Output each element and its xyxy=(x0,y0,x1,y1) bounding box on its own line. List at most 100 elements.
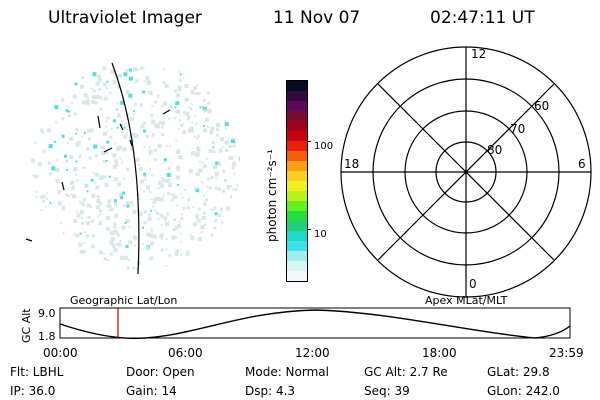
uv-speckle xyxy=(182,111,186,115)
uv-speckle xyxy=(83,131,86,134)
uv-speckle xyxy=(114,142,117,145)
uv-speckle xyxy=(142,67,145,70)
uv-speckle xyxy=(189,233,192,236)
uv-speckle xyxy=(206,109,210,113)
uv-speckle xyxy=(142,90,146,94)
uv-speckle xyxy=(95,205,100,210)
uv-speckle xyxy=(132,266,135,270)
uv-speckle xyxy=(197,207,201,211)
uv-speckle xyxy=(117,182,121,187)
uv-speckle xyxy=(196,136,199,139)
uv-speckle xyxy=(202,109,206,113)
uv-speckle xyxy=(171,193,175,197)
uv-speckle xyxy=(122,147,127,152)
geographic-image-panel xyxy=(25,62,240,275)
uv-speckle xyxy=(185,251,190,256)
uv-speckle xyxy=(135,157,140,162)
uv-speckle xyxy=(122,204,126,208)
uv-speckle xyxy=(89,128,94,133)
uv-speckle xyxy=(98,87,102,91)
door-status: Door: Open xyxy=(126,365,195,379)
apex-mlat-mlt-title: Apex MLat/MLT xyxy=(425,294,508,307)
uv-speckle xyxy=(161,177,165,181)
uv-speckle xyxy=(134,102,138,106)
uv-speckle xyxy=(133,235,138,240)
uv-speckle xyxy=(95,81,100,86)
uv-speckle xyxy=(81,76,85,80)
uv-speckle xyxy=(128,76,133,81)
uv-speckle xyxy=(160,238,163,241)
uv-speckle xyxy=(210,126,215,131)
uv-speckle xyxy=(193,86,198,91)
colorbar-segment xyxy=(287,261,307,271)
x-tick-0600: 06:00 xyxy=(168,346,203,360)
uv-speckle xyxy=(224,127,227,130)
uv-speckle xyxy=(92,89,96,93)
uv-speckle xyxy=(177,184,180,186)
uv-speckle xyxy=(146,248,149,251)
uv-speckle xyxy=(129,68,132,72)
uv-speckle xyxy=(142,242,145,245)
colorbar xyxy=(286,80,308,282)
uv-speckle xyxy=(213,226,217,230)
uv-speckle xyxy=(76,141,81,145)
uv-speckle xyxy=(195,188,200,193)
uv-speckle xyxy=(75,132,78,135)
uv-speckle xyxy=(209,130,214,135)
uv-speckle xyxy=(105,151,108,155)
uv-speckle xyxy=(164,216,168,220)
uv-speckle xyxy=(129,116,134,121)
uv-speckle xyxy=(202,194,205,197)
uv-speckle xyxy=(72,194,77,199)
mlt-label-6: 6 xyxy=(578,157,586,171)
uv-speckle xyxy=(102,82,107,87)
uv-speckle xyxy=(175,226,178,230)
uv-speckle xyxy=(74,82,78,86)
colorbar-segment xyxy=(287,231,307,241)
uv-speckle xyxy=(147,213,151,217)
uv-speckle xyxy=(176,165,180,170)
glon-status: GLon: 242.0 xyxy=(487,384,560,398)
uv-speckle xyxy=(53,140,56,143)
x-tick-1800: 18:00 xyxy=(422,346,457,360)
uv-speckle xyxy=(143,190,145,193)
uv-speckle xyxy=(210,176,214,179)
uv-speckle xyxy=(175,109,180,114)
uv-speckle xyxy=(202,98,206,102)
colorbar-segment xyxy=(287,81,307,91)
uv-speckle xyxy=(184,97,189,102)
colorbar-label-100: 100 xyxy=(314,141,334,152)
uv-speckle xyxy=(99,107,103,111)
uv-speckle xyxy=(144,179,147,181)
uv-speckle xyxy=(172,228,176,231)
uv-speckle xyxy=(90,219,94,223)
uv-speckle xyxy=(175,175,180,180)
uv-speckle xyxy=(106,116,110,120)
uv-speckle xyxy=(133,67,138,72)
uv-speckle xyxy=(113,225,117,229)
uv-speckle xyxy=(200,231,203,234)
uv-speckle xyxy=(214,218,218,222)
uv-speckle xyxy=(118,73,122,78)
uv-speckle xyxy=(103,257,107,261)
uv-speckle xyxy=(179,253,182,256)
uv-speckle xyxy=(231,139,235,144)
uv-speckle xyxy=(138,167,143,172)
uv-speckle xyxy=(86,190,89,193)
uv-speckle xyxy=(97,215,100,218)
uv-speckle xyxy=(232,161,237,166)
uv-speckle xyxy=(158,121,162,125)
uv-speckle xyxy=(65,159,68,163)
uv-speckle xyxy=(139,103,143,107)
date-label: 11 Nov 07 xyxy=(273,8,361,28)
uv-speckle xyxy=(110,127,113,130)
uv-speckle xyxy=(109,91,112,94)
lat-label-80: 80 xyxy=(487,143,502,157)
uv-speckle xyxy=(115,243,118,245)
mode-status: Mode: Normal xyxy=(245,365,329,379)
uv-speckle xyxy=(222,169,226,173)
colorbar-label-10: 10 xyxy=(314,229,327,240)
uv-speckle xyxy=(79,232,82,235)
uv-speckle xyxy=(211,141,215,144)
colorbar-segment xyxy=(287,171,307,181)
